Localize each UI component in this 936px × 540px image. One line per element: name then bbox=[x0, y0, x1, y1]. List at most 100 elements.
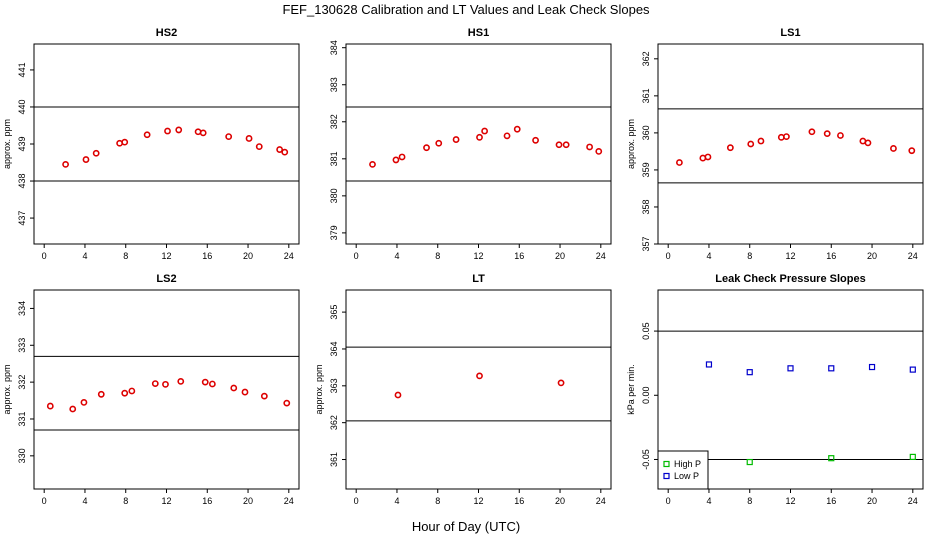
data-point bbox=[828, 455, 835, 462]
data-point bbox=[586, 143, 593, 151]
y-tick-label: -0.05 bbox=[641, 449, 651, 470]
x-tick-label: 20 bbox=[867, 251, 877, 261]
x-tick-label: 12 bbox=[161, 251, 171, 261]
data-point bbox=[476, 372, 483, 380]
x-tick-label: 12 bbox=[473, 251, 483, 261]
x-tick-label: 0 bbox=[354, 496, 359, 506]
x-tick-label: 8 bbox=[123, 496, 128, 506]
x-tick-label: 0 bbox=[666, 251, 671, 261]
y-tick-label: 334 bbox=[17, 301, 27, 316]
x-tick-label: 4 bbox=[706, 251, 711, 261]
data-point bbox=[557, 379, 565, 387]
data-point bbox=[394, 391, 402, 399]
y-tick-label: 331 bbox=[17, 411, 27, 426]
y-tick-label: 360 bbox=[641, 125, 651, 140]
data-point bbox=[177, 377, 185, 385]
y-axis-label: kPa per min. bbox=[626, 364, 636, 415]
data-point bbox=[162, 380, 169, 388]
data-point bbox=[757, 137, 765, 145]
plot-frame bbox=[33, 289, 300, 490]
data-point bbox=[747, 140, 755, 148]
data-point bbox=[787, 365, 794, 372]
y-tick-label: 380 bbox=[329, 188, 339, 203]
x-tick-label: 24 bbox=[908, 251, 918, 261]
y-tick-label: 359 bbox=[641, 162, 651, 177]
y-tick-label: 330 bbox=[17, 448, 27, 463]
data-point bbox=[80, 398, 88, 406]
x-tick-label: 20 bbox=[867, 496, 877, 506]
x-tick-label: 20 bbox=[555, 251, 565, 261]
data-point bbox=[481, 127, 489, 135]
data-point bbox=[201, 378, 209, 386]
data-point bbox=[230, 384, 238, 392]
data-point bbox=[199, 129, 207, 137]
data-point bbox=[503, 132, 511, 140]
y-tick-label: 381 bbox=[329, 151, 339, 166]
panel-hs2: HS2 approx. ppm 0 4 8 12 16 20 24 437 438 439 440 441 bbox=[2, 27, 300, 261]
x-tick-label: 4 bbox=[394, 496, 399, 506]
y-tick-label: 382 bbox=[329, 114, 339, 129]
x-tick-label: 24 bbox=[596, 251, 606, 261]
data-point bbox=[398, 153, 406, 161]
x-tick-label: 4 bbox=[394, 251, 399, 261]
data-point bbox=[532, 136, 539, 144]
y-tick-label: 379 bbox=[329, 225, 339, 240]
data-point bbox=[435, 139, 443, 147]
data-point bbox=[97, 390, 105, 398]
data-point bbox=[151, 380, 159, 388]
x-tick-label: 4 bbox=[706, 496, 711, 506]
y-tick-label: 357 bbox=[641, 236, 651, 251]
y-tick-label: 0.00 bbox=[641, 387, 651, 405]
y-tick-label: 361 bbox=[329, 452, 339, 467]
data-point bbox=[828, 365, 835, 372]
plot-frame bbox=[345, 289, 612, 490]
data-point bbox=[513, 125, 521, 133]
data-point bbox=[62, 160, 69, 168]
legend: High P Low P bbox=[657, 450, 709, 490]
y-axis-label: approx. ppm bbox=[2, 364, 12, 414]
data-point bbox=[705, 361, 713, 368]
data-point bbox=[746, 458, 753, 466]
y-tick-label: 439 bbox=[17, 136, 27, 151]
y-axis-label: approx. ppm bbox=[626, 119, 636, 169]
y-tick-label: 384 bbox=[329, 40, 339, 55]
y-tick-label: 332 bbox=[17, 375, 27, 390]
data-point bbox=[783, 133, 790, 140]
data-point bbox=[175, 126, 183, 134]
x-tick-label: 0 bbox=[42, 251, 47, 261]
data-point bbox=[276, 146, 284, 153]
legend-swatch bbox=[663, 472, 670, 480]
y-tick-label: 437 bbox=[17, 211, 27, 226]
data-point bbox=[255, 143, 263, 150]
y-tick-label: 363 bbox=[329, 378, 339, 393]
x-tick-label: 16 bbox=[826, 496, 836, 506]
x-tick-label: 24 bbox=[284, 496, 294, 506]
data-point bbox=[208, 380, 216, 388]
panel-title: HS2 bbox=[156, 27, 177, 39]
x-tick-label: 4 bbox=[82, 251, 87, 261]
data-point bbox=[121, 389, 129, 397]
data-point bbox=[908, 147, 916, 155]
panel-hs1: HS1 0 4 8 12 16 20 24 379 380 381 382 383 384 bbox=[329, 27, 612, 261]
x-tick-label: 24 bbox=[908, 496, 918, 506]
x-tick-label: 16 bbox=[202, 496, 212, 506]
x-tick-label: 16 bbox=[514, 251, 524, 261]
y-tick-label: 364 bbox=[329, 341, 339, 356]
data-point bbox=[241, 388, 249, 396]
panel-ls1: LS1 approx. ppm 0 4 8 12 16 20 24 357 358 359 360 361… bbox=[626, 27, 924, 261]
panel-title: LT bbox=[472, 273, 485, 285]
y-tick-label: 0.05 bbox=[641, 322, 651, 340]
data-point bbox=[423, 144, 430, 152]
data-point bbox=[260, 392, 268, 400]
data-point bbox=[726, 144, 734, 152]
data-point bbox=[121, 138, 129, 146]
x-tick-label: 24 bbox=[284, 251, 294, 261]
x-tick-label: 4 bbox=[82, 496, 87, 506]
data-point bbox=[808, 128, 816, 136]
data-point bbox=[837, 132, 844, 139]
x-tick-label: 16 bbox=[826, 251, 836, 261]
y-tick-label: 333 bbox=[17, 338, 27, 353]
panel-leak-check-pressure-slopes: Leak Check Pressure Slopes kPa per min. 0 4… bbox=[626, 273, 924, 506]
panel-title: LS1 bbox=[780, 27, 800, 39]
x-axis-label: Hour of Day (UTC) bbox=[412, 519, 520, 534]
